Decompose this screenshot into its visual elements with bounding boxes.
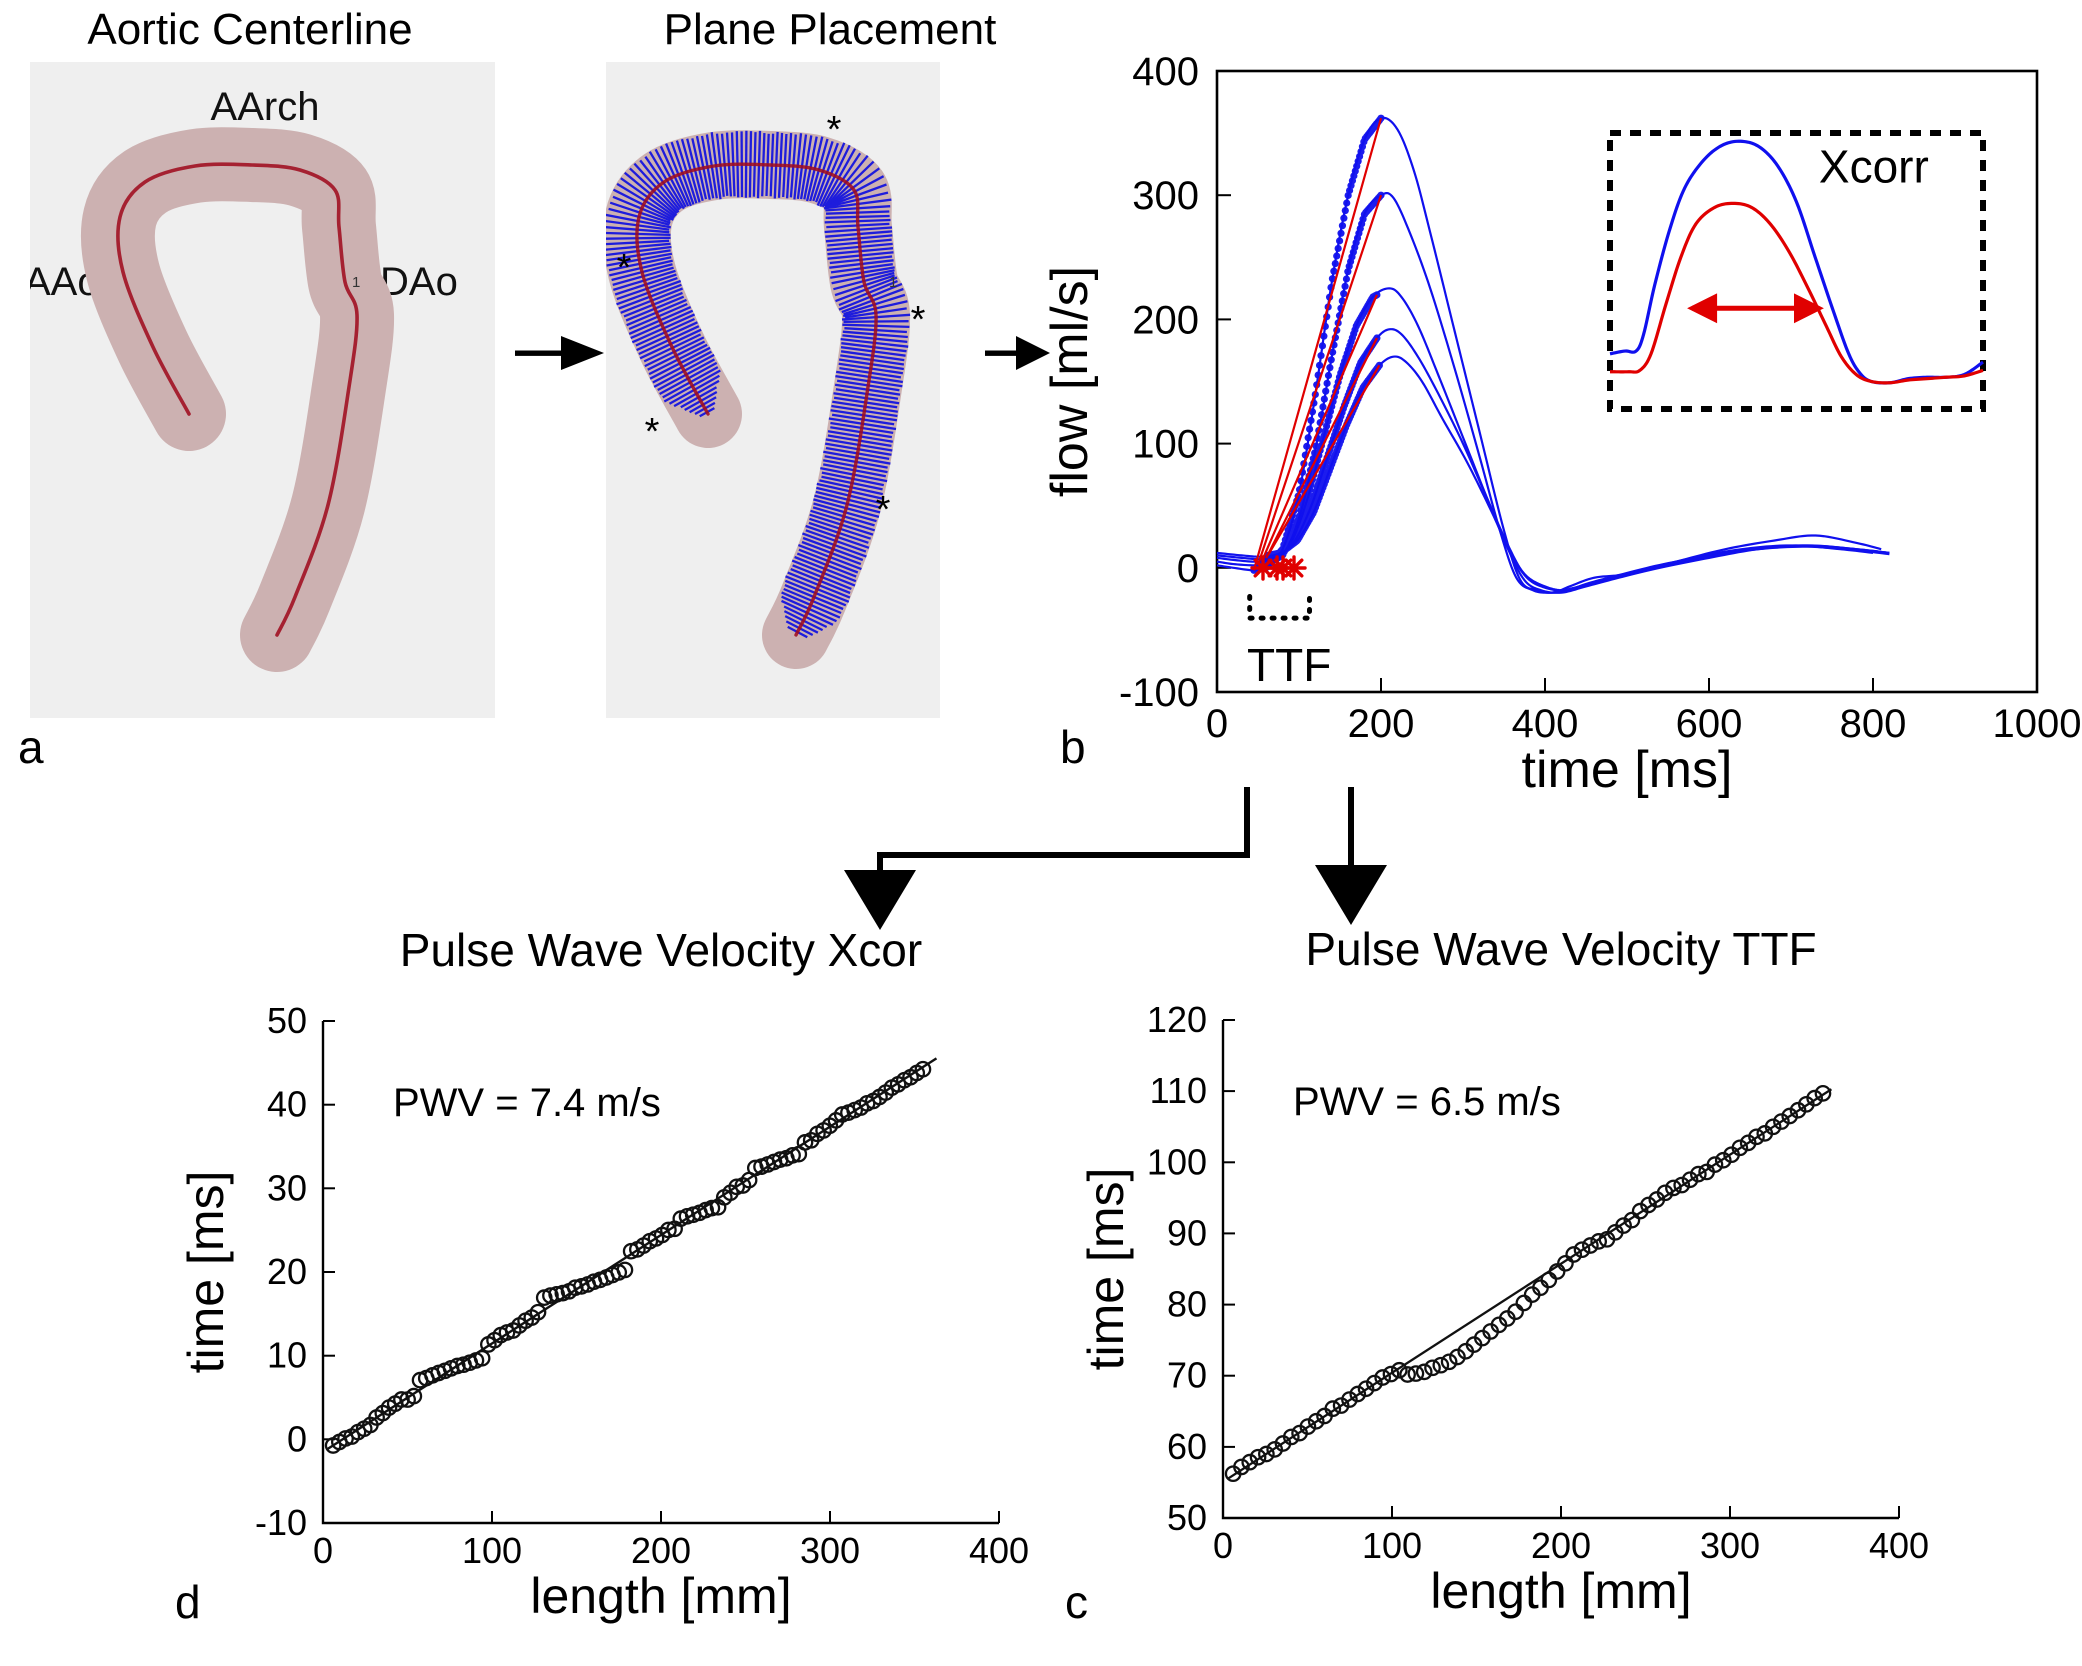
svg-text:0: 0 <box>313 1530 333 1571</box>
svg-text:*: * <box>876 489 891 531</box>
svg-text:60: 60 <box>1167 1426 1207 1467</box>
svg-text:400: 400 <box>1869 1525 1929 1566</box>
svg-text:flow [ml/s]: flow [ml/s] <box>1041 266 1099 497</box>
svg-text:10: 10 <box>267 1335 307 1376</box>
svg-text:20: 20 <box>267 1251 307 1292</box>
svg-text:110: 110 <box>1150 1070 1207 1111</box>
svg-text:200: 200 <box>1531 1525 1591 1566</box>
svg-text:200: 200 <box>631 1530 691 1571</box>
svg-text:time [ms]: time [ms] <box>1522 741 1733 799</box>
svg-text:100: 100 <box>1147 1141 1207 1182</box>
svg-text:800: 800 <box>1840 702 1907 746</box>
svg-text:Pulse Wave Velocity Xcor: Pulse Wave Velocity Xcor <box>400 924 922 976</box>
svg-text:AArch: AArch <box>211 85 320 129</box>
svg-text:300: 300 <box>1132 174 1199 218</box>
svg-text:100: 100 <box>462 1530 522 1571</box>
svg-text:0: 0 <box>1206 702 1228 746</box>
svg-text:*: * <box>645 411 660 453</box>
svg-text:600: 600 <box>1676 702 1743 746</box>
svg-text:PWV = 6.5 m/s: PWV = 6.5 m/s <box>1293 1080 1561 1124</box>
svg-text:Pulse Wave Velocity TTF: Pulse Wave Velocity TTF <box>1305 923 1816 975</box>
svg-text:100: 100 <box>1362 1525 1422 1566</box>
svg-text:time [ms]: time [ms] <box>1078 1168 1134 1371</box>
svg-text:400: 400 <box>1132 50 1199 94</box>
svg-text:length [mm]: length [mm] <box>530 1568 791 1624</box>
svg-text:50: 50 <box>1167 1497 1207 1538</box>
svg-text:100: 100 <box>1132 423 1199 467</box>
svg-text:0: 0 <box>1213 1525 1233 1566</box>
svg-text:80: 80 <box>1167 1284 1207 1325</box>
svg-text:200: 200 <box>1348 702 1415 746</box>
svg-text:0: 0 <box>1177 547 1199 591</box>
svg-text:120: 120 <box>1147 999 1207 1040</box>
svg-text:time [ms]: time [ms] <box>178 1171 234 1374</box>
svg-text:1: 1 <box>889 274 897 291</box>
svg-text:30: 30 <box>267 1167 307 1208</box>
svg-text:1: 1 <box>352 274 360 291</box>
svg-text:70: 70 <box>1167 1355 1207 1396</box>
svg-text:-10: -10 <box>255 1502 307 1543</box>
svg-text:PWV = 7.4 m/s: PWV = 7.4 m/s <box>393 1081 661 1125</box>
svg-text:300: 300 <box>800 1530 860 1571</box>
svg-text:50: 50 <box>267 1000 307 1041</box>
svg-text:*: * <box>911 299 926 341</box>
svg-text:length [mm]: length [mm] <box>1430 1563 1691 1619</box>
svg-text:400: 400 <box>1512 702 1579 746</box>
svg-text:0: 0 <box>287 1418 307 1459</box>
svg-text:90: 90 <box>1167 1212 1207 1253</box>
svg-text:1000: 1000 <box>1993 702 2082 746</box>
svg-text:200: 200 <box>1132 298 1199 342</box>
svg-text:400: 400 <box>969 1530 1029 1571</box>
svg-text:TTF: TTF <box>1247 639 1331 691</box>
svg-text:40: 40 <box>267 1084 307 1125</box>
svg-text:*: * <box>827 109 842 151</box>
svg-text:Xcorr: Xcorr <box>1819 141 1929 193</box>
svg-text:300: 300 <box>1700 1525 1760 1566</box>
svg-text:*: * <box>617 247 632 289</box>
svg-text:-100: -100 <box>1119 671 1199 715</box>
